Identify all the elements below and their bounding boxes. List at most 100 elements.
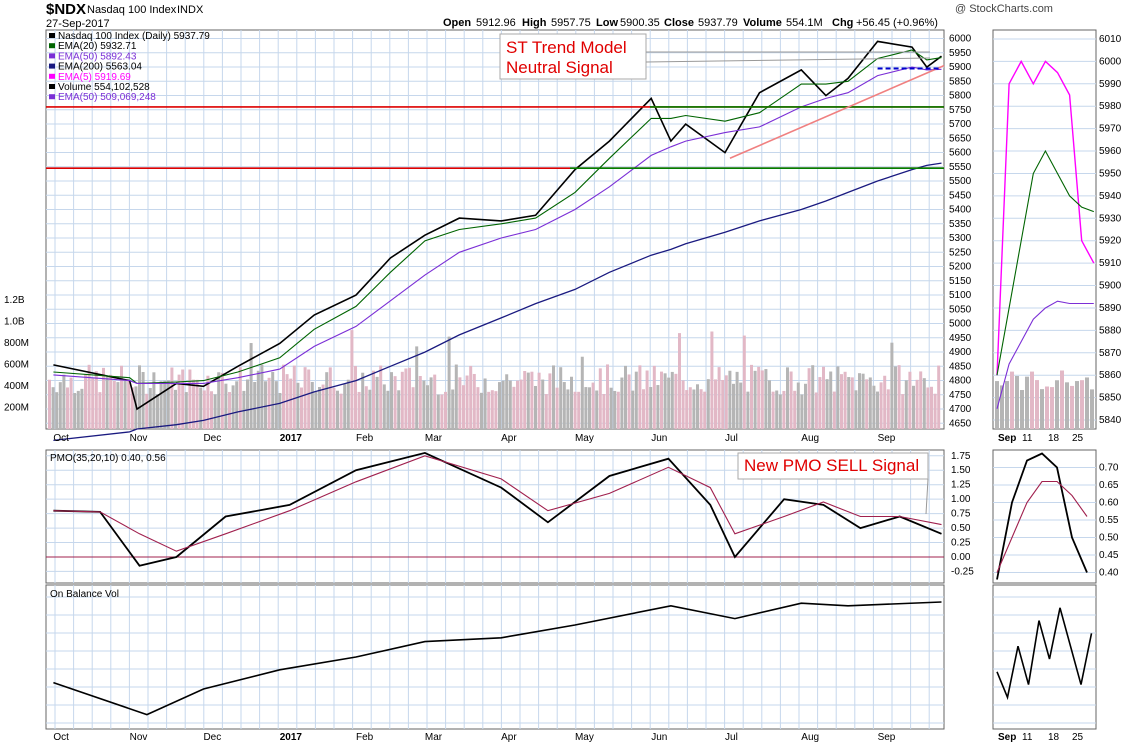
volume-bar: [894, 366, 897, 429]
volume-bar: [120, 365, 123, 429]
sep-volume-bar: [1090, 389, 1094, 429]
volume-bar: [184, 392, 188, 429]
volume-bar: [87, 364, 91, 429]
month-tick-label-bottom: Mar: [425, 732, 443, 743]
price-tick-label: 5050: [949, 304, 972, 315]
price-tick-label: 4650: [949, 418, 972, 429]
price-legend: Nasdaq 100 Index (Daily) 5937.79EMA(20) …: [49, 31, 210, 103]
volume-bar: [760, 370, 764, 429]
volume-bar: [847, 377, 851, 429]
sep-price-tick-label: 5840: [1099, 415, 1122, 426]
volume-bar: [735, 371, 739, 429]
price-tick-label: 5650: [949, 133, 972, 144]
volume-bar: [174, 389, 177, 429]
volume-bar: [786, 367, 789, 429]
volume-bar: [613, 390, 617, 429]
volume-bar: [631, 390, 635, 429]
month-tick-label: Feb: [356, 433, 374, 444]
sep-volume-bar: [1025, 376, 1029, 429]
series-lines: [46, 40, 1095, 716]
volume-bar: [670, 371, 674, 429]
volume-bar: [696, 384, 699, 429]
sep-price-tick-label: 5920: [1099, 236, 1122, 247]
volume-bar: [397, 390, 401, 429]
volume-bar: [717, 367, 721, 429]
sep-volume-bar: [1005, 381, 1009, 429]
legend-swatch: [49, 63, 55, 69]
volume-bar: [933, 393, 937, 429]
volume-bar: [112, 380, 116, 429]
volume-bar: [746, 391, 750, 429]
volume-bar: [811, 365, 815, 429]
sep-price-tick-label: 5870: [1099, 348, 1122, 359]
price-tick-label: 5550: [949, 162, 972, 173]
price-tick-label: 5000: [949, 319, 972, 330]
pmo-sell-annotation: New PMO SELL Signal: [737, 452, 929, 515]
volume-bar: [591, 382, 595, 429]
volume-bar: [375, 376, 379, 429]
volume-bar: [84, 374, 87, 429]
volume-bar: [422, 380, 426, 429]
month-tick-label: Jul: [725, 433, 738, 444]
sep-tick-label-bottom: 25: [1072, 732, 1084, 743]
volume-bar: [483, 378, 487, 429]
volume-bar: [778, 394, 782, 429]
volume-bar: [246, 379, 249, 429]
month-tick-label-bottom: May: [575, 732, 594, 743]
sep-volume-bar: [1060, 370, 1064, 429]
volume-bar: [703, 391, 707, 429]
volume-bar: [242, 390, 246, 429]
volume-bar: [645, 370, 649, 429]
volume-bar: [523, 371, 527, 429]
pmo-tick-label: 1.50: [951, 465, 971, 476]
volume-bar: [210, 391, 213, 429]
price-tick-label: 5350: [949, 219, 972, 230]
volume-bar: [408, 367, 411, 429]
price-tick-label: 5850: [949, 76, 972, 87]
month-tick-label: Jun: [651, 433, 667, 444]
volume-bar: [822, 366, 825, 429]
month-tick-label: Mar: [425, 433, 443, 444]
volume-bar: [494, 391, 498, 429]
price-tick-label: 5900: [949, 62, 972, 73]
volume-bar: [138, 365, 141, 429]
volume-bar: [559, 367, 563, 429]
volume-bar: [303, 367, 307, 429]
legend-entry: EMA(200) 5563.04: [58, 62, 142, 73]
volume-bar: [58, 382, 62, 429]
volume-bar: [339, 393, 343, 429]
month-tick-label-bottom: Dec: [203, 732, 221, 743]
pmo-signal-line: [53, 455, 942, 552]
volume-bar: [937, 365, 941, 429]
pmo-tick-label: 1.75: [951, 451, 971, 462]
open-value: 5912.96: [476, 17, 516, 29]
volume-bar: [228, 392, 231, 429]
month-tick-label: Apr: [501, 433, 517, 444]
volume-bar: [307, 369, 311, 429]
volume-bar: [732, 383, 735, 429]
volume-bar: [292, 365, 296, 429]
volume-bar: [310, 381, 314, 429]
volume-bar: [321, 384, 325, 429]
volume-bar: [501, 380, 505, 429]
volume-bar: [832, 391, 836, 429]
volume-bar: [462, 385, 465, 429]
volume-bar: [706, 379, 710, 429]
volume-bar: [674, 373, 678, 429]
volume-bar: [609, 387, 613, 429]
volume-bar: [426, 385, 429, 429]
volume-bar: [336, 390, 339, 429]
volume-bar: [271, 371, 275, 429]
volume-bar: [267, 377, 271, 429]
volume-bar: [915, 379, 919, 429]
pmo-tick-label: 0.25: [951, 538, 971, 549]
volume-bar: [800, 394, 804, 429]
volume-bar: [818, 377, 822, 429]
volume-bar: [372, 370, 375, 429]
volume-bar: [541, 379, 545, 429]
volume-bar: [724, 375, 728, 429]
sep-tick-label-bottom: Sep: [998, 732, 1016, 743]
month-tick-label: May: [575, 433, 594, 444]
volume-bar: [62, 374, 66, 429]
volume-bar: [318, 386, 321, 429]
